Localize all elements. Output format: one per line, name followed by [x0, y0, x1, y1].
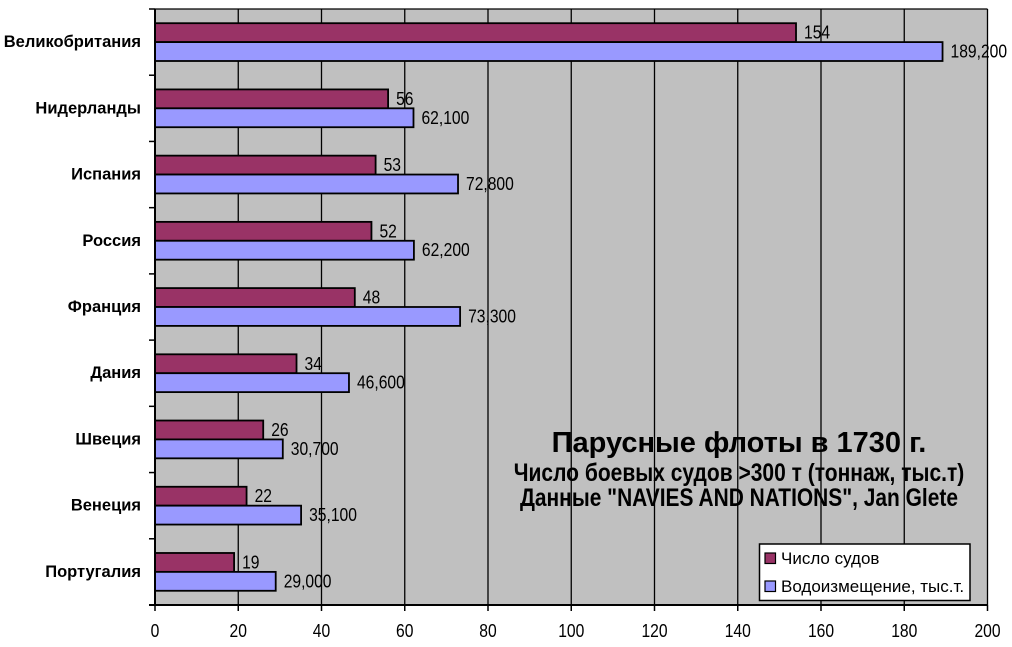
svg-text:154: 154 — [804, 23, 830, 43]
svg-text:62,100: 62,100 — [421, 108, 469, 128]
svg-text:56: 56 — [396, 89, 413, 109]
svg-text:Данные "NAVIES AND NATIONS", J: Данные "NAVIES AND NATIONS", Jan Glete — [520, 484, 958, 512]
svg-text:Испания: Испания — [71, 166, 141, 184]
svg-text:35,100: 35,100 — [309, 505, 357, 525]
svg-text:200: 200 — [974, 621, 1000, 641]
svg-text:80: 80 — [479, 621, 496, 641]
svg-text:22: 22 — [255, 486, 272, 506]
svg-text:Франция: Франция — [68, 298, 141, 316]
svg-text:20: 20 — [230, 621, 247, 641]
svg-text:34: 34 — [305, 354, 322, 374]
svg-text:Число боевых судов >300 т (тон: Число боевых судов >300 т (тоннаж, тыс.т… — [514, 459, 965, 487]
svg-text:73,300: 73,300 — [468, 306, 516, 326]
svg-text:Венеция: Венеция — [71, 497, 141, 515]
svg-text:Португалия: Португалия — [45, 563, 141, 581]
svg-text:72,800: 72,800 — [466, 174, 514, 194]
svg-text:46,600: 46,600 — [357, 373, 405, 393]
svg-text:52: 52 — [379, 221, 396, 241]
svg-text:26: 26 — [271, 420, 288, 440]
svg-text:53: 53 — [384, 155, 401, 175]
svg-text:Великобритания: Великобритания — [4, 33, 141, 51]
svg-text:0: 0 — [151, 621, 160, 641]
svg-text:Швеция: Швеция — [75, 430, 141, 448]
svg-text:160: 160 — [808, 621, 834, 641]
svg-text:100: 100 — [558, 621, 584, 641]
svg-text:48: 48 — [363, 288, 380, 308]
svg-text:Парусные флоты в 1730 г.: Парусные флоты в 1730 г. — [552, 427, 927, 459]
svg-text:40: 40 — [313, 621, 330, 641]
svg-text:180: 180 — [891, 621, 917, 641]
svg-text:120: 120 — [641, 621, 667, 641]
svg-text:29,000: 29,000 — [284, 571, 332, 591]
svg-text:60: 60 — [396, 621, 413, 641]
svg-text:Число судов: Число судов — [781, 549, 879, 568]
svg-text:30,700: 30,700 — [291, 439, 339, 459]
svg-text:Россия: Россия — [82, 232, 141, 250]
svg-text:Дания: Дания — [90, 364, 141, 382]
svg-text:189,200: 189,200 — [951, 42, 1008, 62]
svg-text:140: 140 — [725, 621, 751, 641]
svg-text:Нидерланды: Нидерланды — [35, 99, 141, 117]
svg-text:19: 19 — [242, 552, 259, 572]
svg-text:62,200: 62,200 — [422, 240, 470, 260]
svg-text:Водоизмещение, тыс.т.: Водоизмещение, тыс.т. — [781, 577, 964, 596]
